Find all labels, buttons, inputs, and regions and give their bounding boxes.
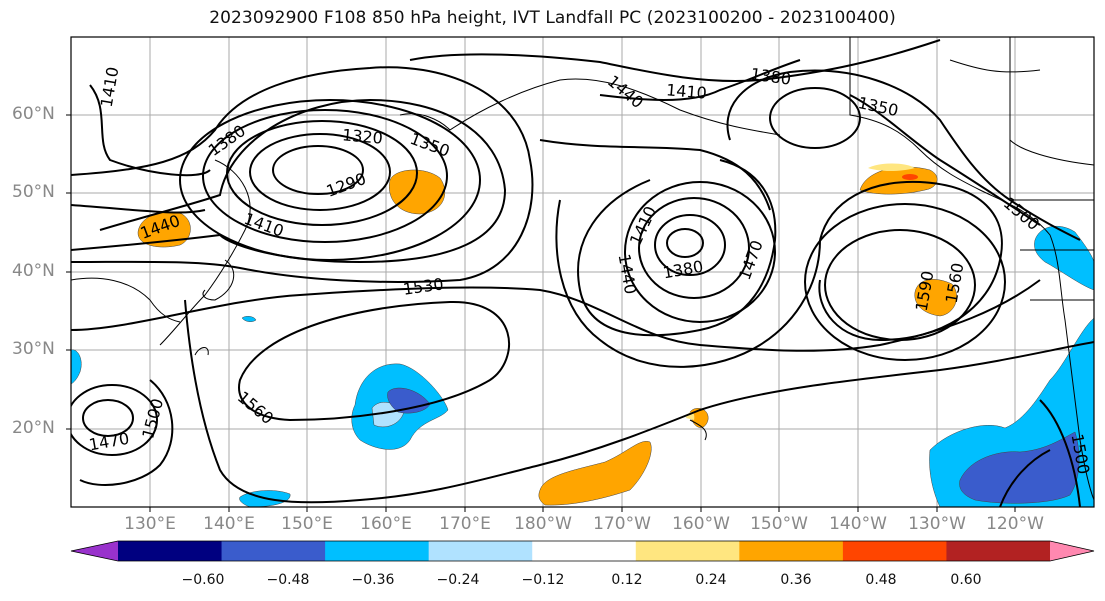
colorbar-bin xyxy=(532,541,637,561)
lat-label: 50°N xyxy=(12,182,55,202)
lon-label: 160°W xyxy=(672,514,730,534)
colorbar-bin xyxy=(428,541,533,561)
colorbar-bin xyxy=(739,541,844,561)
lon-label: 160°E xyxy=(360,514,412,534)
contour-label: 1440 xyxy=(615,252,641,295)
colorbar-tick-label: −0.60 xyxy=(181,572,225,588)
contour-label: 1440 xyxy=(604,71,647,112)
lon-label: 140°E xyxy=(203,514,255,534)
contour-label: 1290 xyxy=(324,169,369,201)
contour-label: 1380 xyxy=(661,257,704,283)
colorbar-tick-label: 0.24 xyxy=(695,572,727,588)
contour-label: 1530 xyxy=(402,274,445,298)
contour-label: 1410 xyxy=(97,65,123,108)
colorbar-bin xyxy=(325,541,430,561)
colorbar-bin xyxy=(635,541,740,561)
lon-label: 170°E xyxy=(439,514,491,534)
colorbar-bin xyxy=(946,541,1051,561)
colorbar-tick-label: −0.36 xyxy=(351,572,395,588)
lat-label: 30°N xyxy=(12,339,55,359)
colorbar-tick-label: −0.12 xyxy=(521,572,565,588)
lon-label: 130°E xyxy=(124,514,176,534)
contour-label: 1410 xyxy=(665,80,707,102)
map-title: 2023092900 F108 850 hPa height, IVT Land… xyxy=(209,8,896,28)
lon-label: 150°W xyxy=(750,514,808,534)
lat-label: 40°N xyxy=(12,261,55,281)
colorbar-tick-label: 0.60 xyxy=(950,572,982,588)
axis-ticks xyxy=(66,114,1016,512)
contour-label: 1500 xyxy=(138,396,167,440)
contour-label: 1320 xyxy=(341,125,383,147)
colorbar-tick-label: 0.36 xyxy=(780,572,812,588)
colorbar-outline xyxy=(70,540,1095,562)
ivt-positive-shading xyxy=(137,166,957,506)
colorbar-bin xyxy=(118,541,223,561)
lat-label: 60°N xyxy=(12,104,55,124)
graticule xyxy=(71,37,1094,507)
ivt-negative-shading xyxy=(71,225,1094,507)
colorbar-tick-label: −0.48 xyxy=(266,572,310,588)
contour-label-group: 1410 1380 1440 1410 1350 1320 1350 1380 … xyxy=(87,64,1093,475)
lon-label: 150°E xyxy=(281,514,333,534)
contour-label: 1470 xyxy=(735,238,767,283)
colorbar-bin xyxy=(842,541,947,561)
lon-label: 120°W xyxy=(986,514,1044,534)
colorbar-tick-label: 0.12 xyxy=(611,572,643,588)
contour-label: 1350 xyxy=(856,93,900,120)
coastlines xyxy=(71,37,1094,501)
lon-label: 180°W xyxy=(514,514,572,534)
colorbar-bin xyxy=(221,541,326,561)
lon-label: 130°W xyxy=(908,514,966,534)
lon-label: 170°W xyxy=(593,514,651,534)
contour-label: 1560 xyxy=(942,261,968,304)
lon-label: 140°W xyxy=(829,514,887,534)
contour-label: 1380 xyxy=(749,64,792,88)
colorbar-extend-max xyxy=(1050,541,1094,561)
colorbar xyxy=(70,540,1095,562)
contour-label: 1410 xyxy=(242,209,287,241)
lat-label: 20°N xyxy=(12,418,55,438)
colorbar-extend-min xyxy=(71,541,118,561)
colorbar-tick-label: −0.24 xyxy=(436,572,480,588)
contour-label: 1350 xyxy=(408,129,453,161)
ivt-positive-strong xyxy=(902,174,918,180)
height-contours xyxy=(71,39,1094,507)
contour-label: 1560 xyxy=(234,387,277,428)
colorbar-tick-label: 0.48 xyxy=(865,572,897,588)
